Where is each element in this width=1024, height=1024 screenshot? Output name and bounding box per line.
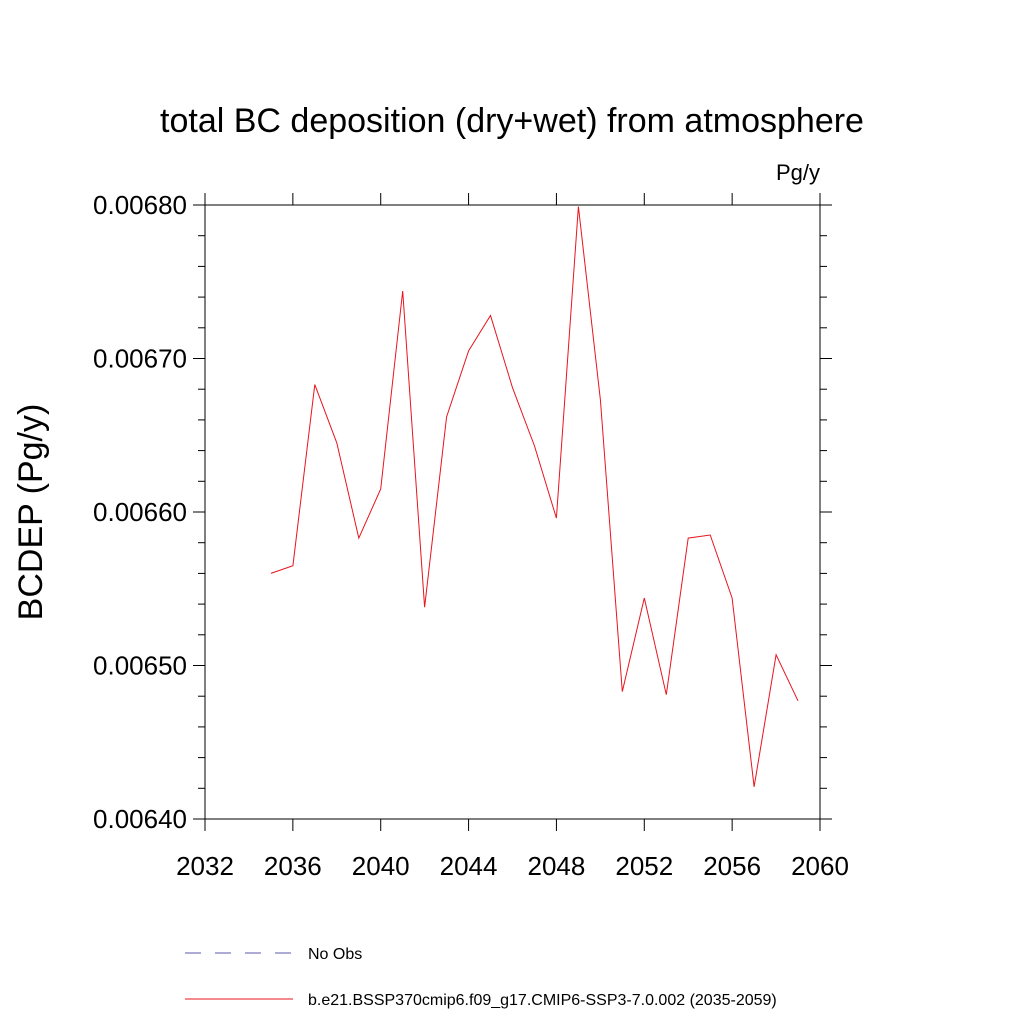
x-tick-label: 2060 — [791, 851, 849, 881]
y-tick-label: 0.00650 — [93, 651, 187, 681]
legend-label: b.e21.BSSP370cmip6.f09_g17.CMIP6-SSP3-7.… — [308, 992, 777, 1009]
y-tick-label: 0.00640 — [93, 804, 187, 834]
y-tick-label: 0.00680 — [93, 190, 187, 220]
chart-title: total BC deposition (dry+wet) from atmos… — [160, 102, 864, 140]
plot-frame — [204, 204, 821, 820]
series-layer — [270, 206, 799, 787]
x-axis: 2032 2036 2040 2044 2048 2052 2056 2060 — [176, 193, 849, 881]
y-tick-label: 0.00670 — [93, 344, 187, 374]
series-line — [270, 206, 799, 787]
legend-label: No Obs — [308, 946, 362, 963]
x-tick-label: 2036 — [264, 851, 322, 881]
y-tick-label: 0.00660 — [93, 497, 187, 527]
x-tick-label: 2032 — [176, 851, 234, 881]
x-tick-label: 2052 — [615, 851, 673, 881]
x-tick-label: 2044 — [440, 851, 498, 881]
y-axis-label: BCDEP (Pg/y) — [12, 404, 50, 621]
x-tick-label: 2048 — [528, 851, 586, 881]
x-tick-label: 2056 — [703, 851, 761, 881]
x-tick-label: 2040 — [352, 851, 410, 881]
y-axis: 0.00640 0.00650 0.00660 0.00670 0.00680 — [93, 190, 832, 834]
units-label: Pg/y — [776, 160, 820, 185]
legend: No Obs b.e21.BSSP370cmip6.f09_g17.CMIP6-S… — [185, 946, 777, 1009]
